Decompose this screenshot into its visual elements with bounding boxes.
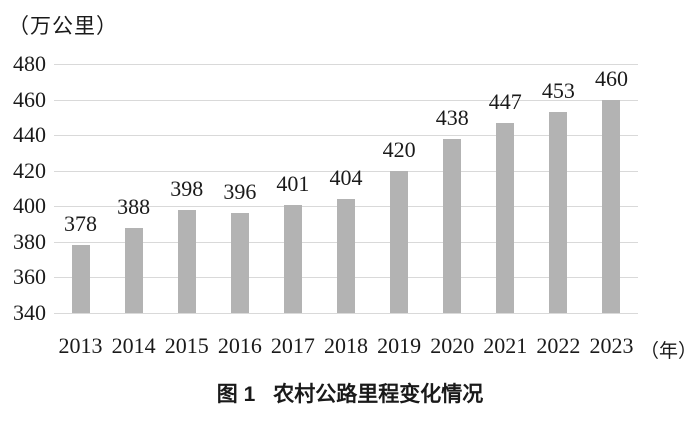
y-axis-unit-label: （万公里）: [8, 14, 118, 38]
x-axis-tick-label: 2014: [111, 333, 156, 358]
x-axis-tick-label: 2015: [164, 333, 209, 358]
bar: [71, 245, 90, 313]
bar-slot: 420: [373, 64, 426, 313]
figure-caption-label: 图 1: [216, 383, 256, 406]
bar-value-label: 453: [541, 78, 575, 103]
y-axis-tick-label: 420: [13, 157, 46, 183]
figure-caption-title: 农村公路里程变化情况: [273, 383, 484, 406]
bar: [443, 138, 462, 313]
bar: [549, 112, 568, 313]
y-axis-tick-label: 340: [13, 300, 46, 325]
y-axis-tick-label: 380: [13, 228, 46, 254]
bar-slot: 396: [213, 64, 266, 313]
bar-value-label: 404: [329, 165, 363, 191]
y-axis-labels: 340 360 380 400 420 440 460 480: [0, 53, 46, 324]
bar-value-label: 396: [223, 179, 257, 205]
x-axis-tick-label: 2019: [377, 333, 422, 358]
x-axis-tick-label: 2021: [483, 333, 528, 358]
x-axis-labels: 2013 2014 2015 2016 2017 2018 2019 2020 2021 2022…: [54, 333, 638, 358]
bar: [124, 227, 143, 313]
bar-value-label: 398: [170, 175, 204, 201]
y-axis-tick-label: 440: [13, 122, 46, 148]
gridline: [54, 170, 638, 172]
x-axis-unit-label: （年）: [640, 341, 698, 362]
bar-slot: 404: [319, 64, 372, 313]
gridline: [54, 64, 638, 65]
x-axis-tick-label: 2022: [536, 333, 581, 358]
gridline: [54, 313, 638, 314]
figure-caption: 图 1 农村公路里程变化情况: [0, 378, 700, 408]
bar: [283, 204, 302, 313]
bar-slot: 453: [532, 64, 585, 313]
bar-slot: 447: [479, 64, 532, 313]
bar-slot: 388: [107, 64, 160, 313]
bar-value-label: 388: [117, 193, 151, 219]
y-axis-tick-label: 400: [13, 193, 46, 219]
gridline: [54, 135, 638, 137]
bar-value-label: 378: [64, 211, 98, 237]
y-axis-tick-label: 360: [13, 264, 46, 290]
bar-value-label: 447: [488, 88, 522, 114]
bar-slot: 401: [266, 64, 319, 313]
bar-slot: 438: [426, 64, 479, 313]
bar-value-label: 401: [276, 170, 310, 196]
x-axis-tick-label: 2013: [58, 333, 103, 358]
bar: [496, 122, 515, 313]
x-axis-tick-label: 2023: [589, 333, 634, 358]
bar: [337, 199, 356, 313]
x-axis-tick-label: 2017: [270, 333, 315, 358]
y-axis-tick-label: 480: [13, 51, 46, 76]
bar-value-label: 438: [435, 104, 469, 130]
bar-value-label: 460: [594, 65, 628, 91]
bars: 378 388 398 396 401 404 420 438 447 453 460: [54, 64, 638, 313]
x-axis-tick-label: 2018: [324, 333, 369, 358]
gridline: [54, 99, 638, 101]
bar-slot: 460: [585, 64, 638, 313]
bar: [230, 213, 249, 313]
bar-value-label: 420: [382, 136, 416, 162]
bar: [602, 99, 621, 313]
bar: [390, 170, 409, 313]
y-axis-tick-label: 460: [13, 86, 46, 112]
bar: [177, 209, 196, 313]
x-axis-tick-label: 2016: [217, 333, 262, 358]
x-axis-tick-label: 2020: [430, 333, 475, 358]
bar-slot: 378: [54, 64, 107, 313]
plot-area: 378 388 398 396 401 404 420 438 447 453 460: [54, 64, 638, 314]
bar-slot: 398: [160, 64, 213, 313]
